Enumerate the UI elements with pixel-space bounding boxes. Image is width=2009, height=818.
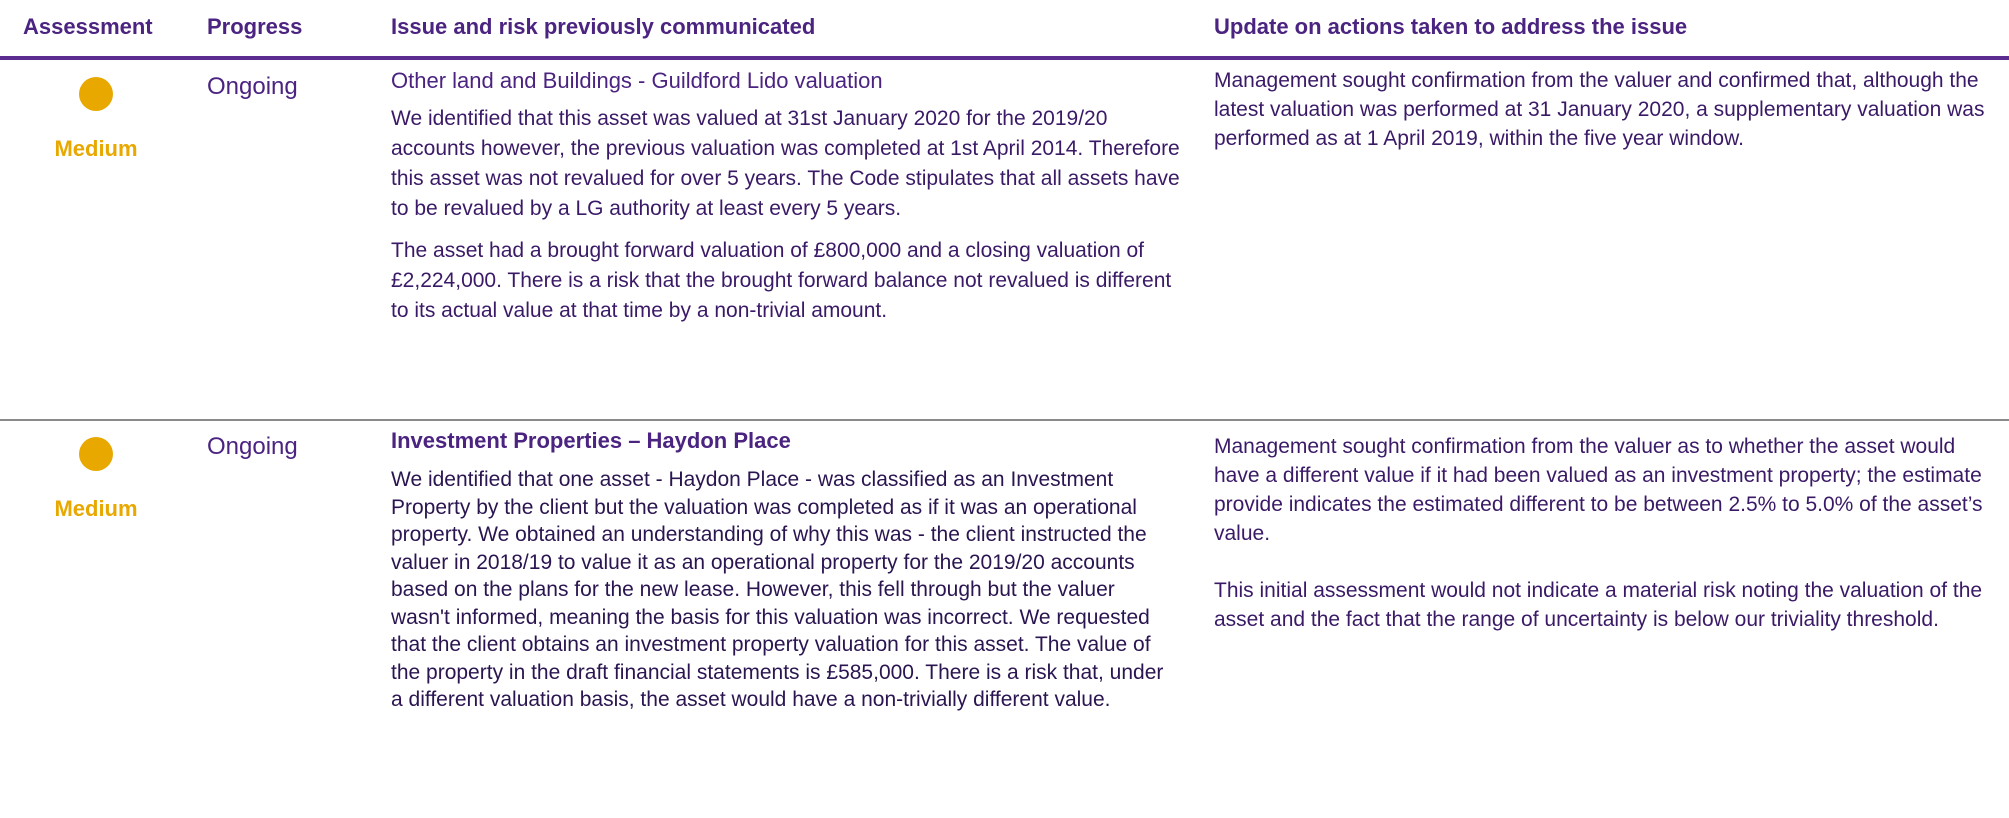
rating-dot (79, 437, 113, 471)
update-text: This initial assessment would not indica… (1214, 579, 1983, 631)
progress: Ongoing (207, 433, 298, 460)
update-cell: Management sought confirmation from the … (1214, 432, 2004, 662)
rating-dot (79, 77, 113, 111)
issue-title: Other land and Buildings - Guildford Lid… (391, 68, 883, 93)
header-rule (0, 56, 2009, 60)
column-header: Progress (207, 14, 303, 39)
assessment: Medium (54, 136, 138, 161)
update-text: Management sought confirmation from the … (1214, 435, 1983, 545)
issue-title: Investment Properties – Haydon Place (391, 428, 791, 453)
column-header: Update on actions taken to address the i… (1214, 14, 1688, 39)
issue-cell: Investment Properties – Haydon Place We i… (391, 428, 1171, 714)
issue-text: We identified that one asset - Haydon Pl… (391, 468, 1164, 711)
issue-cell: Other land and Buildings - Guildford Lid… (391, 68, 1191, 338)
update-cell: Management sought confirmation from the … (1214, 66, 2004, 181)
row-separator (0, 419, 2009, 421)
issue-text: We identified that this asset was valued… (391, 107, 1180, 220)
column-header: Assessment (23, 14, 153, 39)
progress: Ongoing (207, 73, 298, 100)
update-text: Management sought confirmation from the … (1214, 69, 1985, 150)
assessment: Medium (54, 496, 138, 521)
issue-text: The asset had a brought forward valuatio… (391, 239, 1172, 322)
column-header: Issue and risk previously communicated (391, 14, 816, 39)
